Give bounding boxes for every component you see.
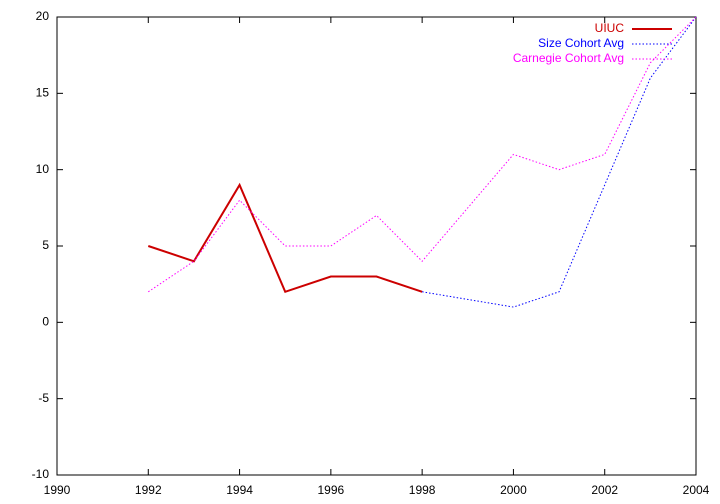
y-tick-label: 15	[36, 86, 50, 100]
y-tick-label: 20	[36, 9, 50, 23]
y-tick-label: -5	[38, 391, 49, 405]
y-tick-label: 5	[42, 238, 49, 252]
x-tick-label: 1992	[135, 483, 162, 497]
y-tick-label: -10	[32, 467, 50, 481]
x-tick-label: 1998	[409, 483, 436, 497]
y-tick-label: 0	[42, 315, 49, 329]
x-tick-label: 1990	[44, 483, 71, 497]
x-tick-label: 1996	[318, 483, 345, 497]
x-tick-label: 2000	[500, 483, 527, 497]
y-tick-label: 10	[36, 162, 50, 176]
series-line	[148, 16, 697, 293]
series-line	[422, 16, 697, 308]
x-tick-label: 1994	[226, 483, 253, 497]
plot-frame	[56, 16, 697, 476]
legend-label: Size Cohort Avg	[538, 36, 624, 50]
x-tick-label: 2002	[591, 483, 618, 497]
series-line	[147, 182, 423, 294]
legend-label: UIUC	[595, 21, 625, 35]
x-tick-label: 2004	[683, 483, 710, 497]
legend-label: Carnegie Cohort Avg	[513, 51, 624, 65]
